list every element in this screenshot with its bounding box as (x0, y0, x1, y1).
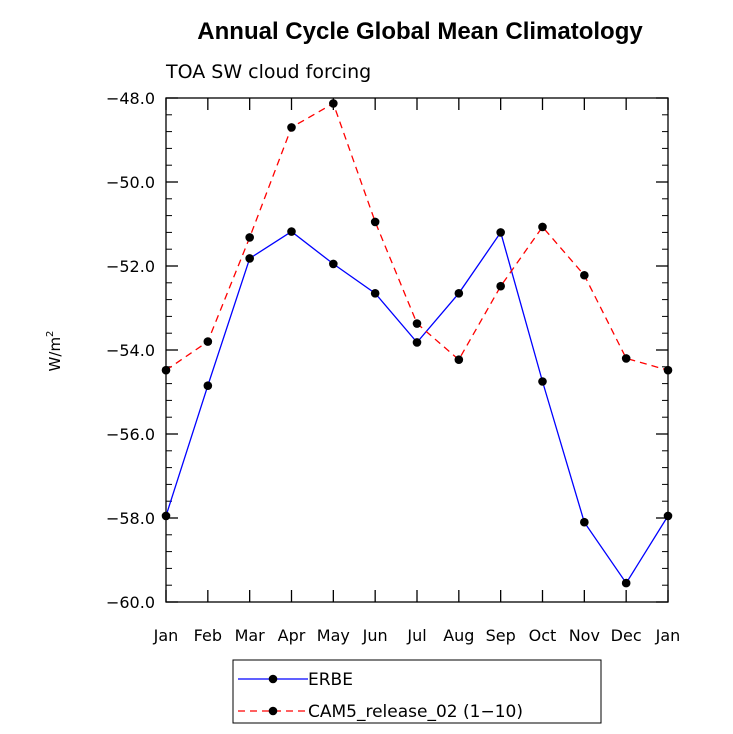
series-1-point (496, 281, 505, 291)
y-axis-label: W/m2 (45, 331, 64, 372)
series-0-point (287, 227, 296, 236)
plot-frame (165, 97, 669, 603)
series-0-point (245, 254, 254, 263)
series-1-point (245, 233, 254, 242)
legend-label-erbe: ERBE (308, 670, 353, 690)
series-line-1 (165, 102, 669, 371)
y-tick-label: −60.0 (106, 593, 155, 612)
series-1-point (580, 270, 589, 280)
legend-marker-erbe (268, 674, 278, 684)
series-0-point (329, 259, 338, 269)
chart-title: Annual Cycle Global Mean Climatology (197, 18, 643, 45)
y-tick-label: −58.0 (106, 509, 155, 528)
x-tick-label: Jul (406, 626, 426, 645)
major-ticks (165, 97, 669, 603)
series-1-point (370, 217, 380, 227)
series-0-point (580, 517, 589, 527)
series-0-point (496, 228, 505, 237)
series-1-point (287, 123, 296, 132)
y-tick-label: −56.0 (106, 425, 155, 444)
y-tick-label: −54.0 (106, 341, 155, 360)
series-1-point (621, 354, 631, 363)
series-line-0 (165, 230, 669, 585)
x-tick-labels: Jan Feb Mar Apr May Jun Jul Aug Sep Oct Nov Dec Jan (153, 626, 681, 645)
x-tick-label: Feb (194, 626, 222, 645)
series-0-point (454, 289, 464, 298)
series-1-point (203, 337, 213, 346)
y-tick-label: −52.0 (106, 257, 155, 276)
series-1-point (454, 355, 464, 364)
x-tick-label: Jan (655, 626, 681, 645)
legend: ERBE CAM5_release_02 (1−10) (232, 659, 602, 724)
series-1-point (412, 319, 422, 328)
y-tick-label: −48.0 (106, 89, 155, 108)
x-tick-label: May (317, 626, 350, 645)
series-0-point (370, 289, 380, 298)
x-tick-label: Oct (529, 626, 557, 645)
x-tick-label: Dec (611, 626, 642, 645)
series-points (161, 99, 673, 588)
series-0-point (412, 338, 422, 347)
x-tick-label: Jan (153, 626, 179, 645)
series-1-point (329, 99, 338, 108)
x-tick-label: Sep (486, 626, 516, 645)
x-tick-label: Nov (569, 626, 600, 645)
series-1-point (538, 222, 547, 232)
minor-ticks (166, 114, 668, 586)
x-tick-label: Apr (278, 626, 306, 645)
chart-subtitle: TOA SW cloud forcing (165, 61, 371, 83)
legend-label-cam5: CAM5_release_02 (1−10) (308, 702, 523, 722)
series-0-point (621, 578, 631, 588)
x-tick-label: Mar (235, 626, 266, 645)
series-0-point (538, 377, 547, 386)
x-tick-label: Aug (443, 626, 474, 645)
y-tick-label: −50.0 (106, 173, 155, 192)
series-0-point (203, 381, 213, 391)
legend-marker-cam5 (268, 706, 278, 716)
x-tick-label: Jun (362, 626, 388, 645)
y-tick-labels: −48.0 −50.0 −52.0 −54.0 −56.0 −58.0 −60.0 (106, 89, 155, 612)
legend-box (232, 659, 602, 724)
